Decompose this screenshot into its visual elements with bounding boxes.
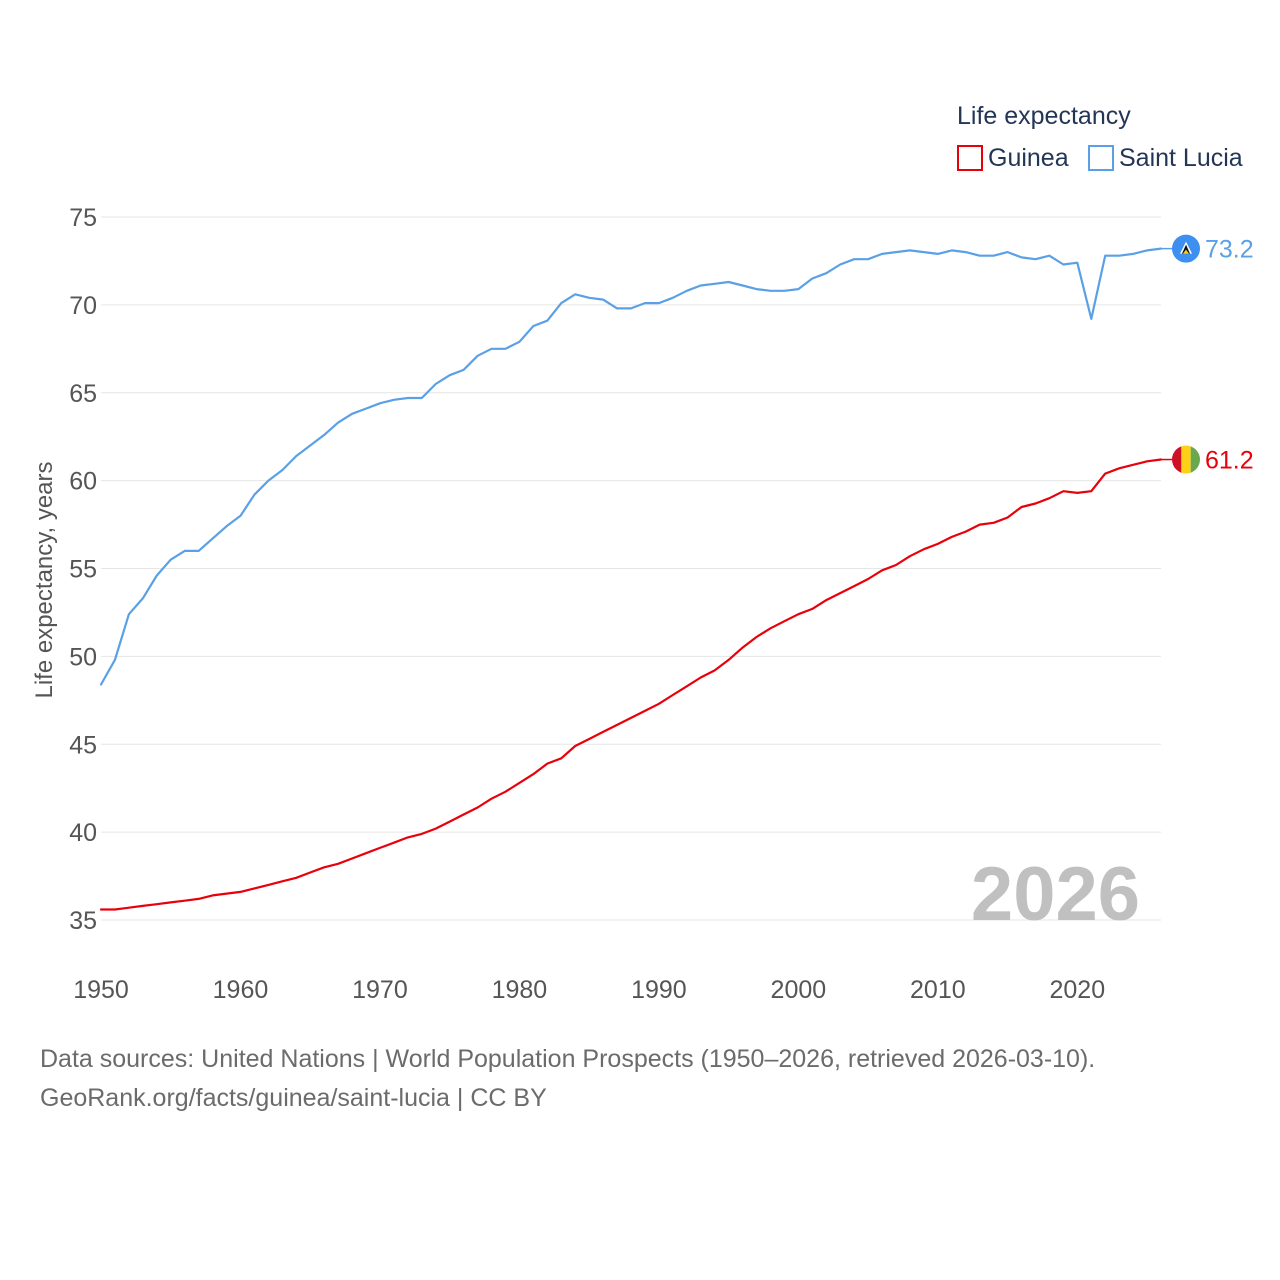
x-axis-ticks: 1950 1960 1970 1980 1990 2000 2010 2020 — [73, 976, 1105, 1004]
y-axis-ticks: 35 40 45 50 55 60 65 70 75 — [69, 204, 97, 935]
x-tick-label-1950: 1950 — [73, 976, 129, 1004]
grid-lines — [101, 216, 1161, 921]
series-end-markers: 61.2 73.2 — [1161, 234, 1254, 475]
series-line-guinea — [99, 458, 1163, 911]
series-line-saint-lucia — [99, 247, 1163, 686]
x-tick-label-2020: 2020 — [1050, 976, 1106, 1004]
y-tick-label-75: 75 — [69, 204, 97, 232]
flag-icon-guinea — [1172, 445, 1200, 474]
y-axis-label: Life expectancy, years — [31, 461, 58, 698]
year-watermark: 2026 — [971, 852, 1140, 937]
end-value-label-guinea: 61.2 — [1205, 447, 1254, 475]
y-tick-label-45: 45 — [69, 731, 97, 759]
end-value-label-saint-lucia: 73.2 — [1205, 236, 1254, 264]
flag-icon-saint-lucia — [1172, 234, 1200, 263]
life-expectancy-chart: 35 40 45 50 55 60 65 70 75 1950 1960 1970 1980 1990 2… — [31, 102, 1254, 1004]
x-tick-label-1970: 1970 — [352, 976, 408, 1004]
x-tick-label-1980: 1980 — [492, 976, 548, 1004]
x-tick-label-1990: 1990 — [631, 976, 687, 1004]
legend-label-saint-lucia: Saint Lucia — [1119, 144, 1243, 172]
y-tick-label-50: 50 — [69, 643, 97, 671]
y-tick-label-40: 40 — [69, 819, 97, 847]
series-lines — [99, 247, 1163, 911]
y-tick-label-55: 55 — [69, 556, 97, 584]
y-tick-label-70: 70 — [69, 292, 97, 320]
legend-swatch-guinea — [957, 145, 983, 171]
legend: Life expectancy Guinea Saint Lucia — [957, 102, 1243, 172]
x-tick-label-2010: 2010 — [910, 976, 966, 1004]
source-line-2: GeoRank.org/facts/guinea/saint-lucia | C… — [40, 1084, 547, 1112]
y-tick-label-60: 60 — [69, 468, 97, 496]
legend-label-guinea: Guinea — [988, 144, 1069, 172]
y-tick-label-65: 65 — [69, 380, 97, 408]
y-tick-label-35: 35 — [69, 907, 97, 935]
x-tick-label-1960: 1960 — [213, 976, 269, 1004]
legend-swatch-saint-lucia — [1088, 145, 1114, 171]
source-line-1: Data sources: United Nations | World Pop… — [40, 1045, 1096, 1073]
legend-title: Life expectancy — [957, 102, 1131, 130]
x-tick-label-2000: 2000 — [771, 976, 827, 1004]
